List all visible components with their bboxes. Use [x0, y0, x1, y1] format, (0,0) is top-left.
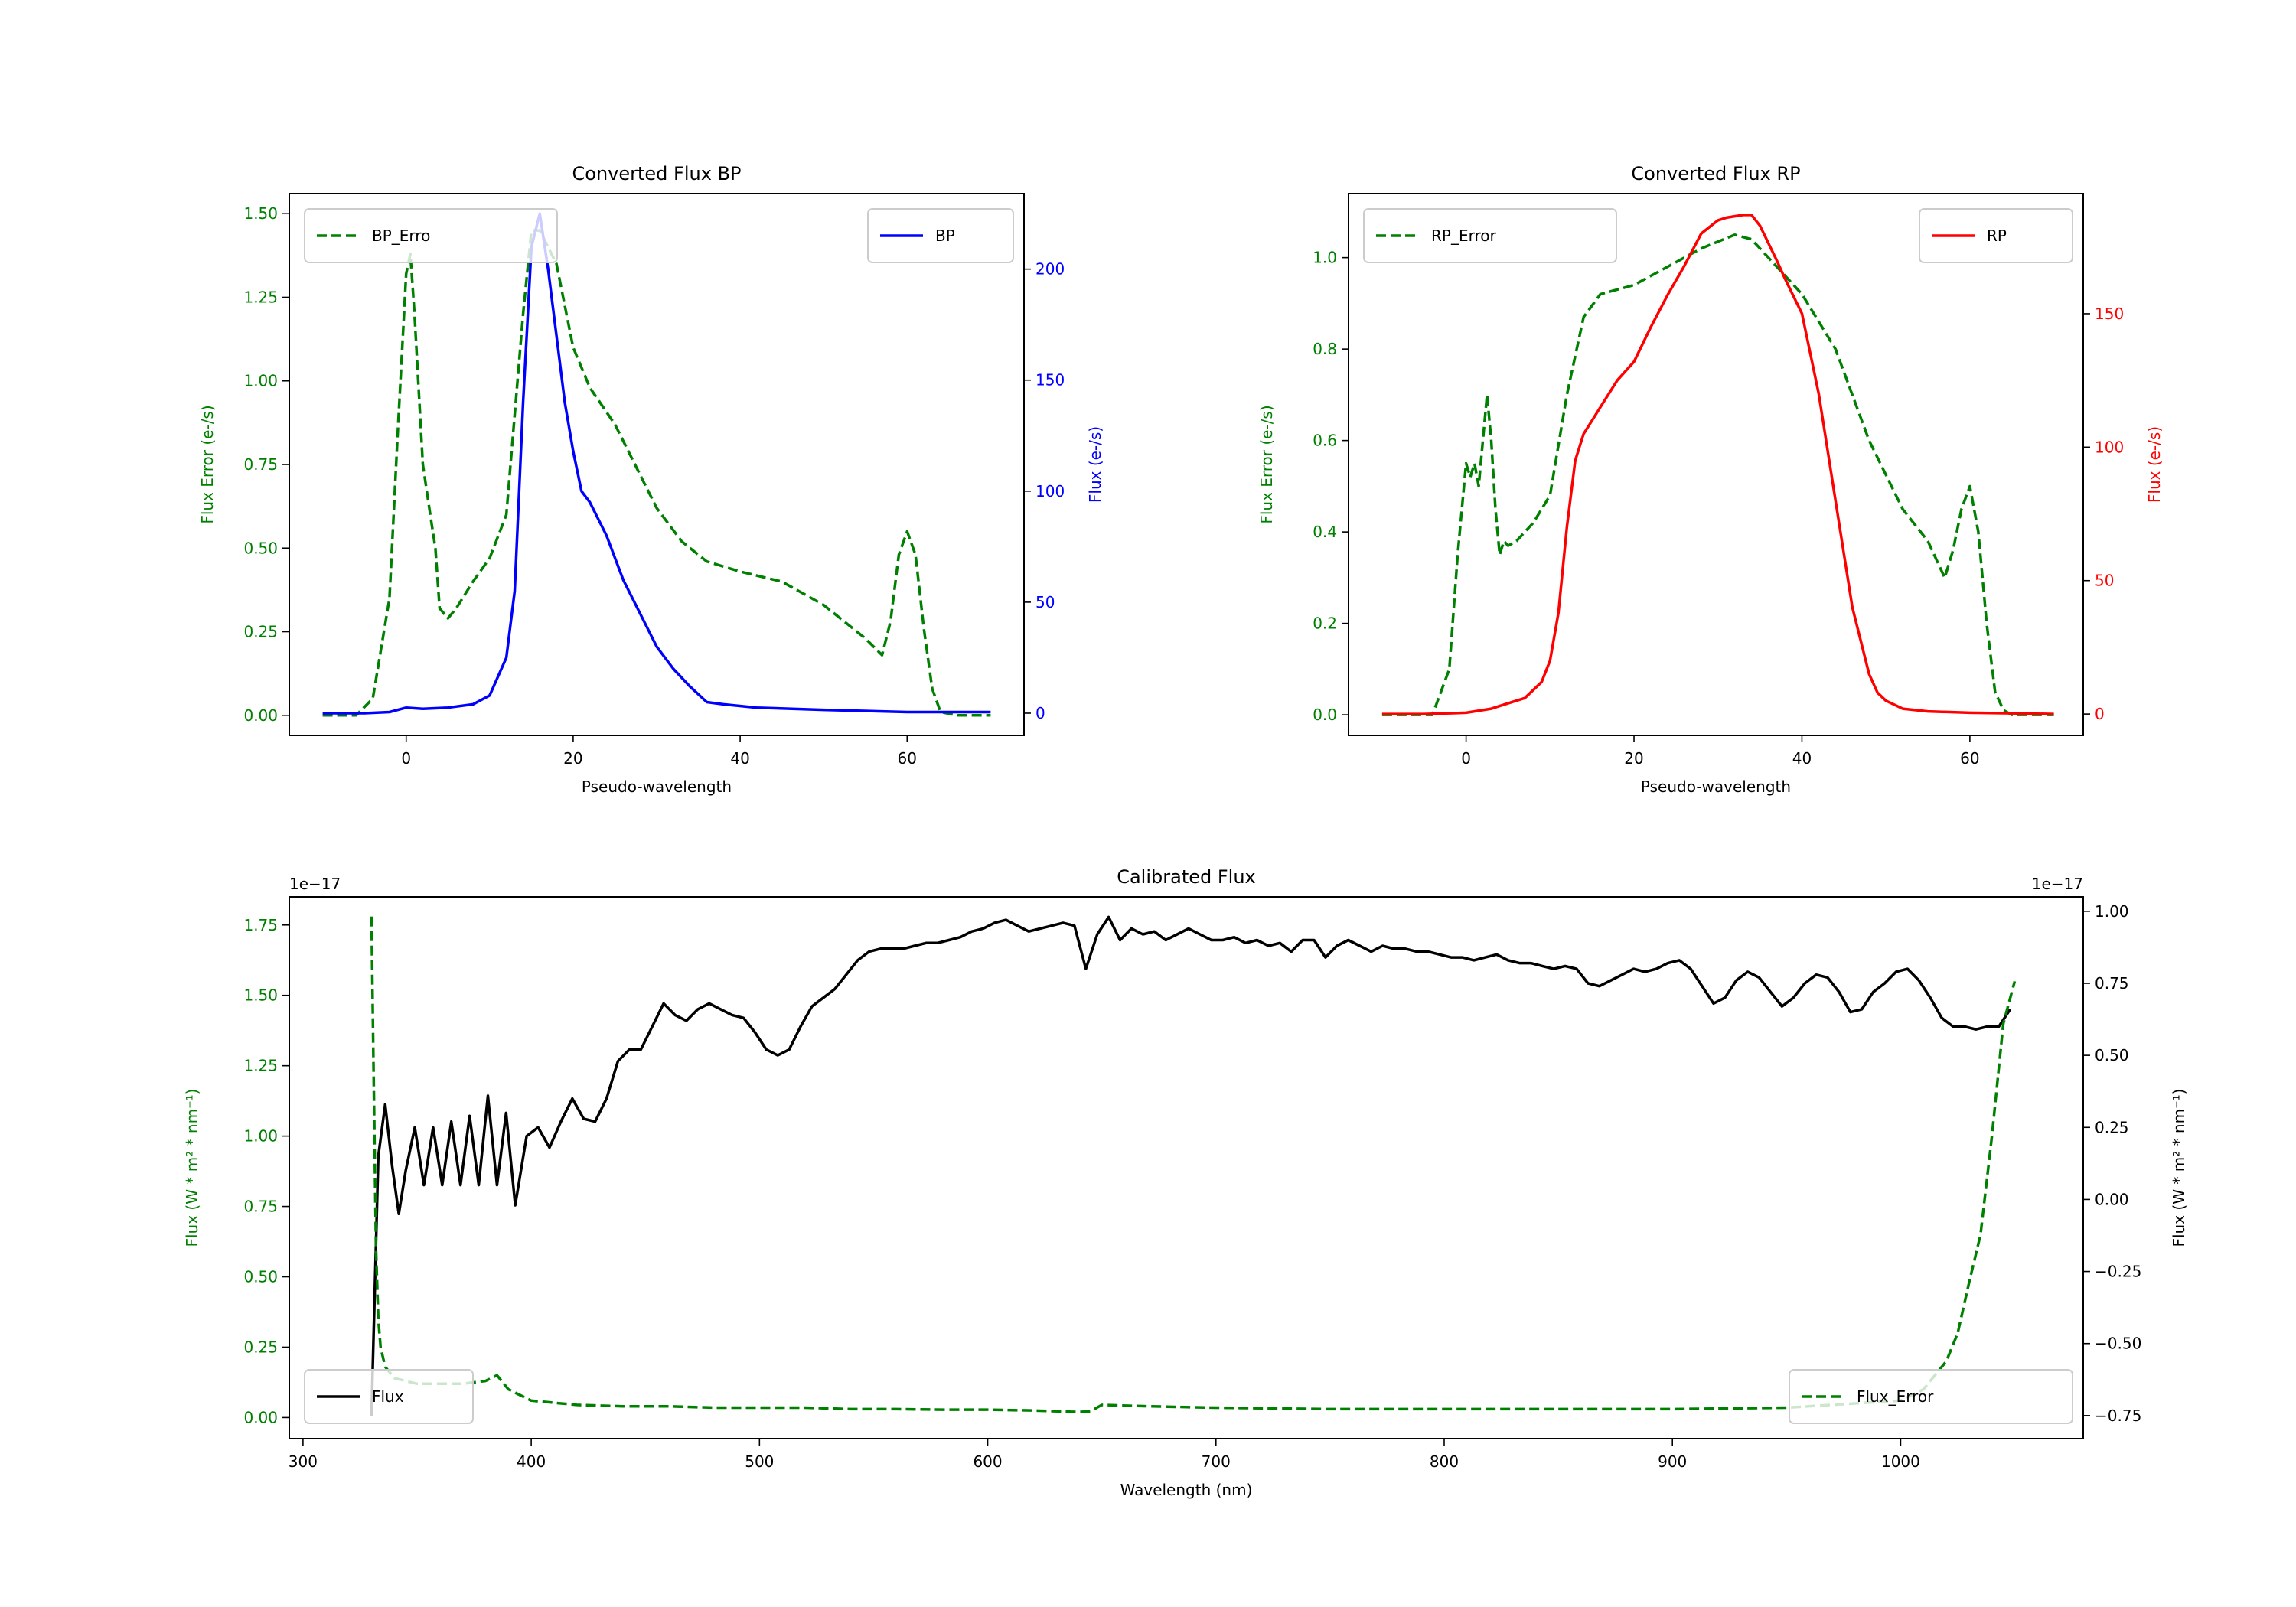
right-y-axis-label: Flux (e-/s)	[2145, 426, 2164, 503]
right-y-tick-label: 0	[1035, 704, 1045, 722]
right-y-tick-label: 200	[1035, 260, 1065, 279]
series-line-bp	[322, 212, 991, 715]
x-tick-label: 1000	[1881, 1452, 1920, 1471]
x-tick-label: 400	[517, 1452, 546, 1471]
left-y-tick-label: 0.25	[243, 623, 278, 641]
left-y-tick-label: 0.6	[1313, 432, 1337, 450]
left-y-tick-label: 0.2	[1313, 614, 1337, 633]
right-y-axis-label: Flux (W * m² * nm⁻¹)	[2170, 1089, 2188, 1247]
legend-frame	[867, 208, 1014, 263]
left-y-tick-label: 0.75	[243, 455, 278, 474]
right-y-tick-label: −0.75	[2095, 1407, 2141, 1425]
x-axis-label: Pseudo-wavelength	[1641, 777, 1791, 796]
right-y-axis-label: Flux (e-/s)	[1086, 426, 1104, 503]
legend-label: Flux_Error	[1857, 1387, 1934, 1406]
plot-frame	[1348, 193, 2084, 736]
series-line-bp-error	[322, 229, 991, 717]
right-y-tick-label: 1.00	[2095, 902, 2129, 921]
x-tick-label: 600	[973, 1452, 1002, 1471]
right-y-tick-label: 0.75	[2095, 974, 2129, 993]
x-tick-label: 40	[730, 749, 749, 768]
x-tick-label: 60	[1960, 749, 1979, 768]
legend-frame	[1919, 208, 2073, 263]
x-tick-label: 500	[745, 1452, 774, 1471]
left-y-tick-label: 1.50	[243, 204, 278, 223]
left-y-axis-label: Flux Error (e-/s)	[198, 405, 217, 523]
series-line-rp-error	[1381, 233, 2054, 716]
legend-label: RP_Error	[1431, 227, 1496, 245]
right-y-tick-label: 100	[1035, 482, 1065, 500]
left-y-tick-label: 0.00	[243, 706, 278, 725]
left-y-tick-label: 0.00	[243, 1408, 278, 1426]
legend-frame	[304, 1369, 474, 1424]
legend-flux: RP	[1919, 208, 2073, 263]
right-y-tick-label: 50	[2095, 572, 2114, 590]
left-axis-offset-text: 1e−17	[289, 875, 341, 893]
series-line-rp	[1381, 214, 2054, 715]
chart-title: Converted Flux RP	[1631, 163, 1800, 184]
chart-panel-2: 0 20 40 60 0.0 0.2 0.4 0.6 0.8 1.0 0 50 100 150 Conver…	[1257, 163, 2164, 796]
plots-layer: 0 20 40 600.000.250.500.751.001.251.5005010…	[183, 163, 2188, 1499]
x-tick-label: 900	[1658, 1452, 1687, 1471]
chart-title: Converted Flux BP	[572, 163, 742, 184]
legend-frame	[1363, 208, 1617, 263]
legend-error: BP_Erro	[304, 208, 558, 263]
left-y-tick-label: 0.75	[243, 1198, 278, 1216]
legend-label: BP_Erro	[372, 227, 430, 245]
right-y-tick-label: 0.25	[2095, 1118, 2129, 1136]
x-tick-label: 40	[1792, 749, 1812, 768]
left-y-tick-label: 1.0	[1313, 249, 1337, 267]
chart-title: Calibrated Flux	[1117, 866, 1256, 888]
legend-error: RP_Error	[1363, 208, 1617, 263]
right-y-tick-label: 0.50	[2095, 1046, 2129, 1064]
legend-error: Flux_Error	[1789, 1369, 2073, 1424]
left-y-tick-label: 0.25	[243, 1338, 278, 1356]
left-y-axis-label: Flux Error (e-/s)	[1257, 405, 1276, 523]
x-tick-label: 700	[1202, 1452, 1231, 1471]
right-y-tick-label: 100	[2095, 438, 2124, 456]
left-y-tick-label: 0.50	[243, 1268, 278, 1286]
legend-label: RP	[1987, 227, 2007, 245]
legend-flux: BP	[867, 208, 1014, 263]
left-y-tick-label: 1.00	[243, 1127, 278, 1146]
left-y-tick-label: 1.50	[243, 986, 278, 1005]
left-y-tick-label: 1.75	[243, 916, 278, 934]
left-y-tick-label: 1.25	[243, 1057, 278, 1075]
chart-panel-1: 0 20 40 60 0.00 0.25 0.50 0.75 1.00 1.25 1.50 0 50 10…	[198, 163, 1104, 796]
left-y-tick-label: 0.50	[243, 539, 278, 557]
left-y-tick-label: 1.00	[243, 372, 278, 390]
right-axis-offset-text: 1e−17	[2032, 875, 2083, 893]
x-tick-label: 0	[401, 749, 411, 768]
x-tick-label: 20	[1624, 749, 1643, 768]
x-tick-label: 300	[289, 1452, 318, 1471]
left-y-tick-label: 0.4	[1313, 523, 1337, 541]
legend-frame	[304, 208, 558, 263]
x-tick-label: 800	[1430, 1452, 1459, 1471]
x-tick-label: 20	[563, 749, 582, 768]
series-line-flux	[370, 915, 2012, 1416]
left-y-tick-label: 0.0	[1313, 706, 1337, 724]
x-tick-label: 60	[898, 749, 917, 768]
right-y-tick-label: 50	[1035, 593, 1055, 611]
right-y-tick-label: 0.00	[2095, 1190, 2129, 1208]
left-y-axis-label: Flux (W * m² * nm⁻¹)	[183, 1089, 201, 1247]
right-y-tick-label: 150	[2095, 305, 2124, 323]
x-axis-label: Pseudo-wavelength	[582, 777, 732, 796]
legend-flux: Flux	[304, 1369, 474, 1424]
legend-frame	[1789, 1369, 2073, 1424]
x-tick-label: 0	[1461, 749, 1471, 768]
chart-panel-3: 300 400 500 600 700 800 900 1000 0.00 0.25 0.50 0.7…	[183, 866, 2188, 1499]
right-y-tick-label: 150	[1035, 371, 1065, 390]
right-y-tick-label: −0.50	[2095, 1335, 2141, 1353]
right-y-tick-label: −0.25	[2095, 1263, 2141, 1281]
x-axis-label: Wavelength (nm)	[1120, 1481, 1253, 1499]
left-y-tick-label: 1.25	[243, 288, 278, 306]
legend-label: BP	[935, 227, 955, 245]
legend-label: Flux	[372, 1387, 404, 1406]
right-y-tick-label: 0	[2095, 705, 2105, 723]
left-y-tick-label: 0.8	[1313, 340, 1337, 358]
plot-frame	[289, 896, 2084, 1439]
